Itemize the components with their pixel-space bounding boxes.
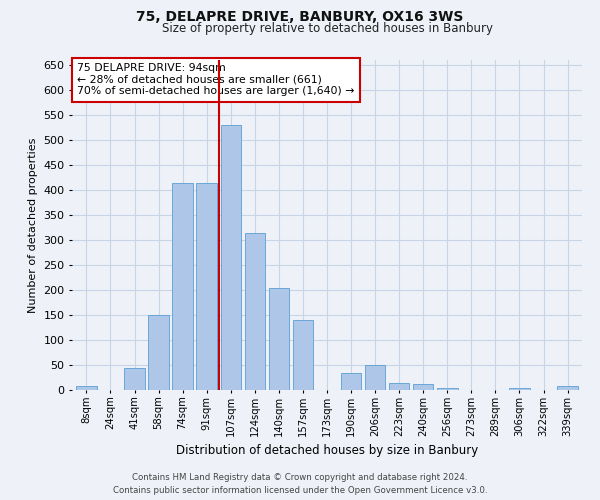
Bar bbox=[221, 125, 241, 390]
Bar bbox=[437, 388, 458, 390]
Text: Contains HM Land Registry data © Crown copyright and database right 2024.
Contai: Contains HM Land Registry data © Crown c… bbox=[113, 474, 487, 495]
Bar bbox=[341, 372, 361, 390]
Bar bbox=[196, 182, 217, 390]
Y-axis label: Number of detached properties: Number of detached properties bbox=[28, 138, 38, 312]
Title: Size of property relative to detached houses in Banbury: Size of property relative to detached ho… bbox=[161, 22, 493, 35]
Bar bbox=[269, 288, 289, 390]
Bar bbox=[76, 386, 97, 390]
Bar bbox=[124, 368, 145, 390]
Bar bbox=[389, 382, 409, 390]
Bar bbox=[172, 182, 193, 390]
Bar bbox=[509, 388, 530, 390]
Bar bbox=[293, 320, 313, 390]
Bar bbox=[413, 384, 433, 390]
X-axis label: Distribution of detached houses by size in Banbury: Distribution of detached houses by size … bbox=[176, 444, 478, 458]
Bar bbox=[365, 365, 385, 390]
Text: 75 DELAPRE DRIVE: 94sqm
← 28% of detached houses are smaller (661)
70% of semi-d: 75 DELAPRE DRIVE: 94sqm ← 28% of detache… bbox=[77, 64, 355, 96]
Bar bbox=[557, 386, 578, 390]
Text: 75, DELAPRE DRIVE, BANBURY, OX16 3WS: 75, DELAPRE DRIVE, BANBURY, OX16 3WS bbox=[136, 10, 464, 24]
Bar bbox=[148, 315, 169, 390]
Bar bbox=[245, 232, 265, 390]
